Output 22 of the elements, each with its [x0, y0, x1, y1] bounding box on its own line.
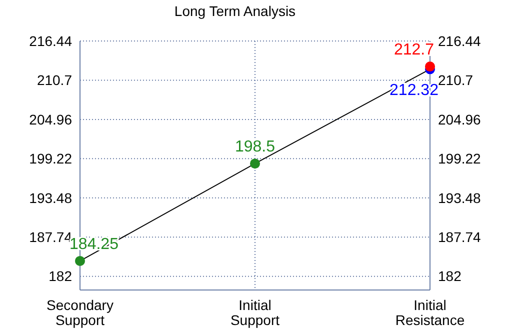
x-tick-label: Initial Resistance [395, 297, 465, 328]
y-tick-label: 182 [48, 268, 72, 284]
point [250, 158, 260, 169]
point [425, 62, 435, 72]
y-tick-label: 199.22 [29, 150, 72, 167]
y2-tick-label: 216.44 [438, 32, 482, 49]
y2-tick-label: 204.96 [438, 111, 482, 128]
x-tick-label: Secondary Support [46, 297, 114, 328]
y-tick-label: 210.7 [36, 72, 72, 88]
y-tick-label: 187.74 [29, 229, 72, 246]
y2-tick-label: 193.48 [438, 190, 482, 206]
y2-tick-label: 182 [438, 268, 462, 284]
y-tick-label: 193.48 [29, 190, 72, 206]
y-tick-label: 216.44 [29, 32, 72, 49]
x-tick-label: Initial Support [230, 297, 280, 328]
y2-tick-label: 210.7 [438, 72, 474, 88]
y2-tick-label: 187.74 [438, 229, 482, 246]
y2-tick-label: 199.22 [438, 150, 482, 167]
chart-title: Long Term Analysis [174, 3, 296, 19]
y-tick-label: 204.96 [29, 111, 72, 128]
data-label: 198.5 [234, 138, 276, 156]
point [75, 256, 85, 266]
